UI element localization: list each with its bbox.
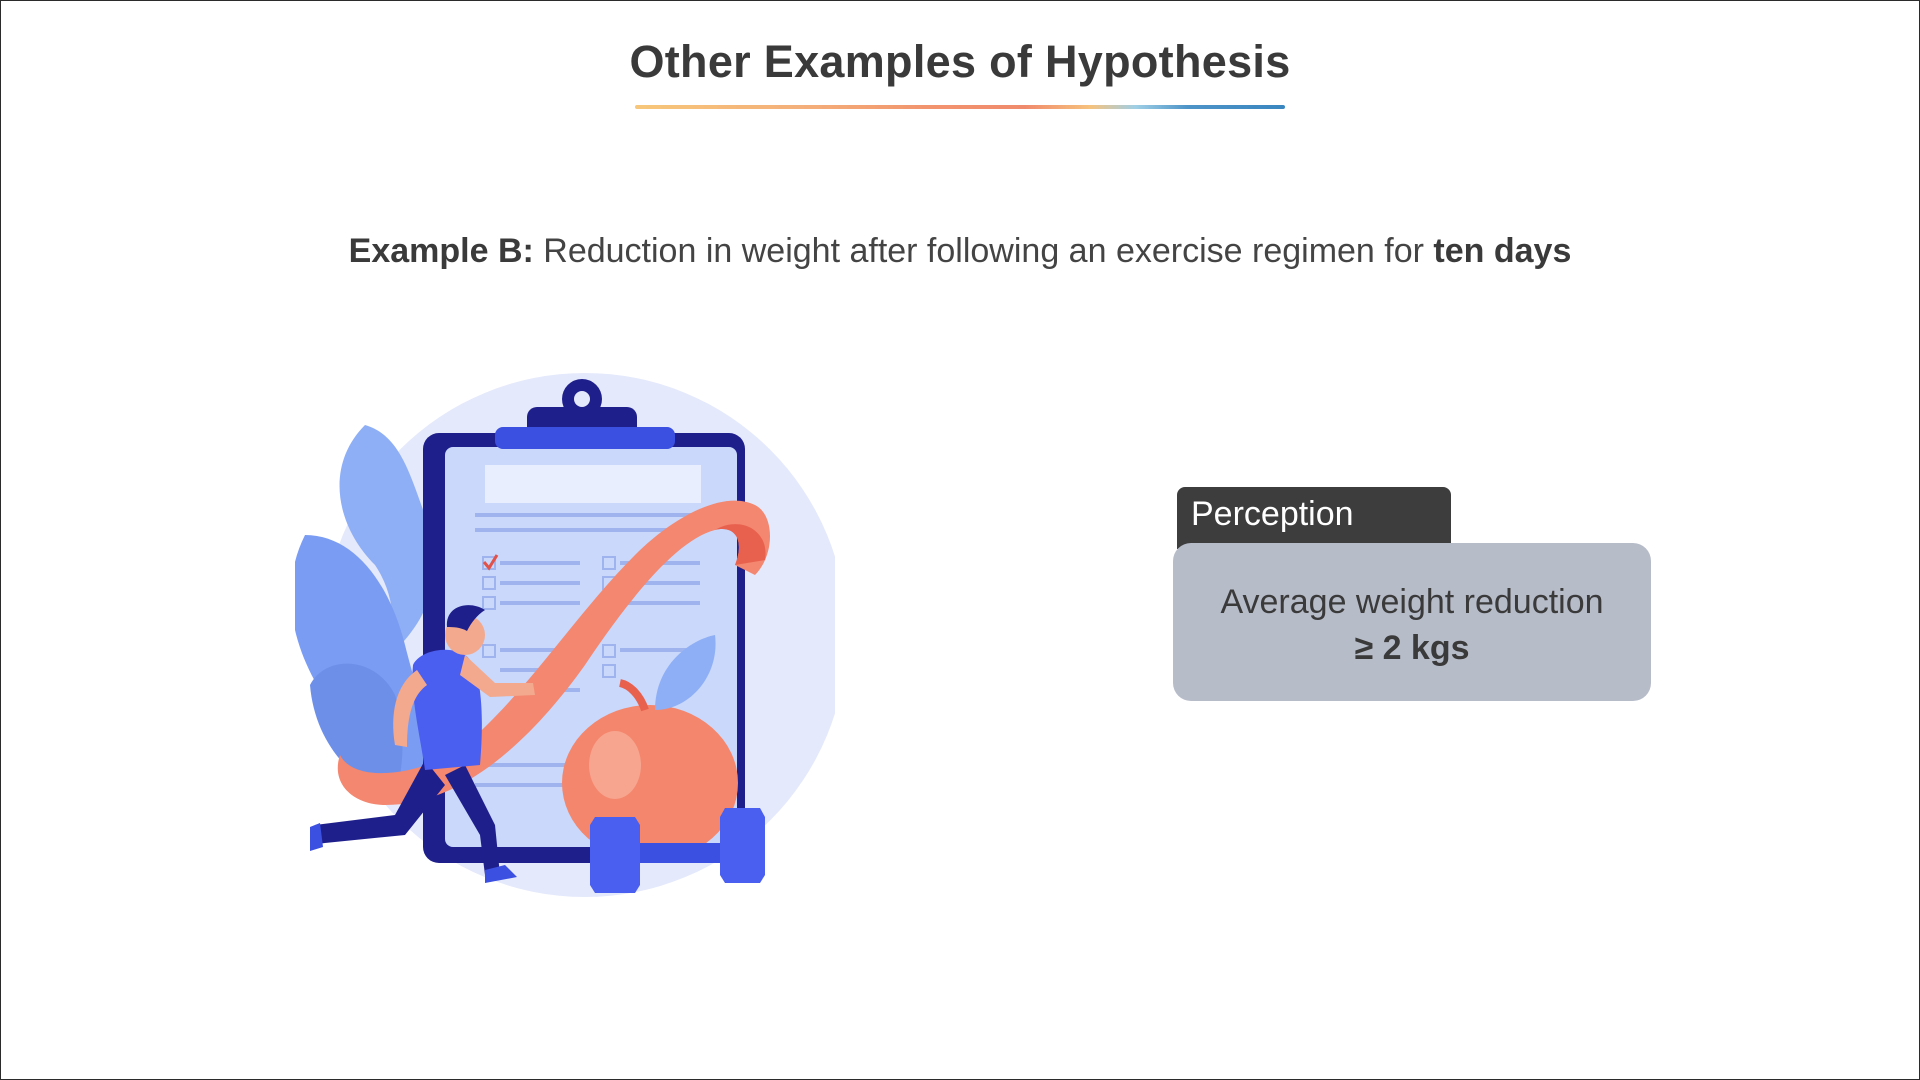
example-emphasis: ten days: [1433, 232, 1572, 270]
example-statement: Example B: Reduction in weight after fol…: [0, 232, 1920, 271]
example-text: Reduction in weight after following an e…: [533, 232, 1434, 270]
perception-value: ≥ 2 kgs: [1354, 629, 1470, 667]
perception-description: Average weight reduction: [1220, 583, 1604, 621]
perception-box: Average weight reduction ≥ 2 kgs: [1173, 543, 1651, 701]
title-underline: [635, 105, 1285, 109]
perception-tab: Perception: [1177, 487, 1451, 549]
slide-title: Other Examples of Hypothesis: [629, 36, 1291, 87]
example-label: Example B:: [348, 232, 534, 270]
fitness-illustration-icon: [295, 373, 835, 897]
